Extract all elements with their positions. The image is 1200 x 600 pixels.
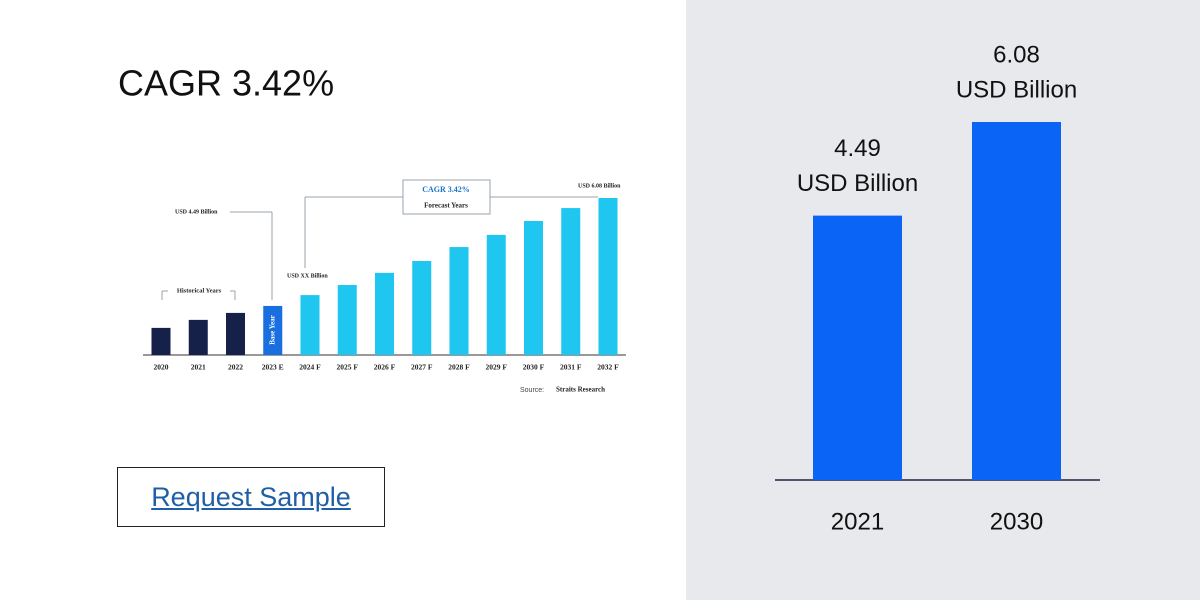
annotation: Straits Research — [556, 386, 605, 394]
bar — [598, 198, 618, 355]
cagr-box — [402, 179, 491, 215]
bar — [337, 285, 357, 355]
bar — [226, 312, 245, 355]
bar — [524, 220, 543, 355]
x-tick-label: 2021 — [191, 363, 206, 372]
x-tick-label: 2026 F — [374, 363, 396, 372]
bar — [375, 272, 394, 355]
data-label: 4.49 — [834, 135, 881, 162]
x-tick-label: 2032 F — [597, 363, 619, 372]
right-panel — [686, 0, 1200, 600]
title: CAGR 3.42% — [118, 63, 334, 104]
x-tick-label: 2021 — [831, 508, 884, 535]
annotation: USD XX Billion — [287, 273, 328, 279]
data-label-unit: USD Billion — [797, 170, 918, 197]
bar — [263, 305, 283, 355]
bar — [486, 234, 506, 355]
x-tick-label: 2024 F — [299, 363, 321, 372]
x-tick-label: 2028 F — [448, 363, 470, 372]
x-tick-label: 2031 F — [560, 363, 582, 372]
data-label-unit: USD Billion — [956, 76, 1077, 103]
bar — [300, 295, 320, 355]
data-label: 6.08 — [993, 41, 1040, 68]
bar — [449, 247, 469, 355]
bar — [151, 327, 171, 355]
x-tick-label: 2022 — [228, 363, 243, 372]
annotation: USD 4.49 Billion — [175, 209, 218, 215]
x-tick-label: 2025 F — [337, 363, 359, 372]
x-tick-label: 2029 F — [486, 363, 508, 372]
bar — [188, 319, 208, 355]
x-tick-label: 2030 F — [523, 363, 545, 372]
annotation: CAGR 3.42% — [422, 185, 470, 194]
annotation: USD 6.08 Billion — [578, 183, 621, 189]
bar — [561, 208, 581, 355]
x-tick-label: 2027 F — [411, 363, 433, 372]
annotation: Forecast Years — [424, 202, 468, 210]
button[interactable]: Request Sample — [117, 467, 385, 527]
annotation: Source: — [520, 387, 544, 394]
button-label[interactable]: Request Sample — [151, 481, 351, 512]
bar — [972, 122, 1061, 480]
bar — [412, 261, 432, 355]
label-bg — [168, 285, 230, 297]
x-tick-label: 2030 — [990, 508, 1043, 535]
annotation: Historical Years — [177, 287, 222, 294]
bar — [813, 215, 902, 480]
annotation: Base Year — [268, 315, 276, 344]
x-tick-label: 2020 — [154, 363, 169, 372]
x-tick-label: 2023 E — [262, 363, 284, 372]
